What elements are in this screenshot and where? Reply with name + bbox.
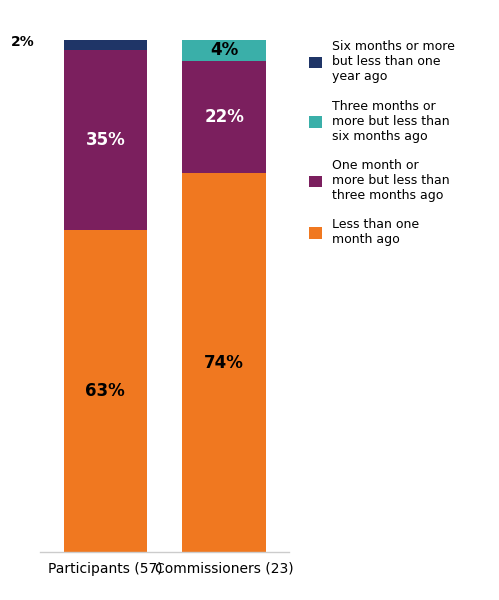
Text: 63%: 63% [85, 382, 125, 400]
Text: 22%: 22% [204, 108, 244, 126]
Bar [183, 40, 265, 61]
Legend: Six months or more
but less than one
year ago, Three months or
more but less tha: Six months or more but less than one yea… [309, 40, 455, 246]
Bar [183, 61, 265, 173]
Text: 35%: 35% [85, 131, 125, 149]
Text: 4%: 4% [210, 41, 238, 59]
Bar [183, 173, 265, 552]
Bar [64, 230, 147, 552]
Text: 74%: 74% [204, 353, 244, 371]
Bar [64, 50, 147, 230]
Bar [64, 40, 147, 50]
